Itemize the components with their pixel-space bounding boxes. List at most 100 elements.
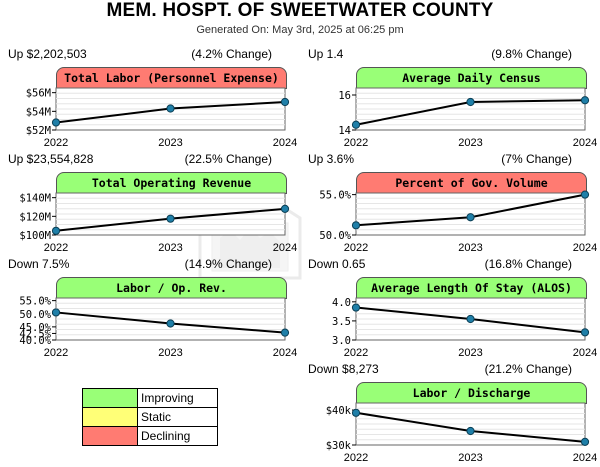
change-text: Down $8,273 <box>308 362 379 376</box>
y-tick-label: $140M <box>19 193 51 205</box>
x-tick-label: 2023 <box>458 452 482 464</box>
change-text: Up $23,554,828 <box>8 152 94 166</box>
x-tick-label: 2023 <box>458 242 482 254</box>
y-tick-label: 16 <box>338 90 351 102</box>
data-point <box>166 104 175 113</box>
data-point <box>280 97 290 107</box>
data-point <box>280 204 290 213</box>
chart-panel-labor-op-rev: Down 7.5% (14.9% Change) Labor / Op. Rev. 4… <box>0 257 297 359</box>
legend-row-improving: Improving <box>83 389 217 408</box>
x-tick-label: 2024 <box>273 242 297 254</box>
x-tick-label: 2023 <box>158 347 182 359</box>
report-title: MEM. HOSPT. OF SWEETWATER COUNTY <box>106 0 494 21</box>
chart-panel-total-labor-personnel-expense: Up $2,202,503 (4.2% Change) Total Labor (P… <box>0 47 297 149</box>
chart-panel-labor-discharge: Down $8,273 (21.2% Change) Labor / Dischar… <box>300 362 597 464</box>
x-tick-label: 2024 <box>573 137 597 149</box>
x-tick-label: 2024 <box>573 452 597 464</box>
legend-swatch-improving <box>83 389 138 407</box>
y-tick-label: 50.0% <box>319 230 351 242</box>
y-tick-label: 40.0% <box>19 335 51 347</box>
data-point <box>351 221 361 230</box>
legend-label-improving: Improving <box>141 391 194 405</box>
chart-panel-percent-of-gov-volume: Up 3.6% (7% Change) Percent of Gov. Volume… <box>300 152 597 254</box>
change-text: Down 7.5% <box>8 257 70 271</box>
y-tick-label: $100M <box>19 230 51 242</box>
data-point <box>351 303 361 312</box>
y-tick-label: 4.0 <box>332 297 351 309</box>
change-percent: (21.2% Change) <box>484 362 572 376</box>
change-percent: (9.8% Change) <box>491 47 572 61</box>
x-tick-label: 2024 <box>573 347 597 359</box>
chart-svg: 40.0%42.5%45.0%50.0%55.0% 2022 2023 2024 <box>19 296 297 359</box>
data-point <box>166 214 175 223</box>
data-point <box>351 120 361 129</box>
data-point <box>51 226 61 235</box>
legend-row-static: Static <box>83 408 217 427</box>
chart-title: Percent of Gov. Volume <box>356 172 587 194</box>
change-percent: (14.9% Change) <box>184 257 272 271</box>
legend-row-declining: Declining <box>83 427 217 445</box>
x-tick-label: 2024 <box>273 137 297 149</box>
x-tick-label: 2022 <box>344 137 368 149</box>
y-tick-label: 50.0% <box>19 309 51 321</box>
chart-svg: $100M $120M $140M 2022 2023 2024 <box>19 192 297 254</box>
y-tick-label: 14 <box>338 125 351 137</box>
data-point <box>51 308 61 317</box>
data-point <box>466 314 475 324</box>
legend-swatch-static <box>83 408 138 426</box>
chart-panel-average-length-of-stay-alos: Down 0.65 (16.8% Change) Average Length Of… <box>300 257 597 359</box>
y-tick-label: 45.0% <box>19 322 51 334</box>
x-tick-label: 2023 <box>458 137 482 149</box>
data-point <box>466 426 475 436</box>
change-percent: (4.2% Change) <box>191 47 272 61</box>
y-tick-label: 3.5 <box>332 316 351 328</box>
chart-svg: $30k $40k 2022 2023 2024 <box>326 402 597 464</box>
chart-title: Total Operating Revenue <box>56 172 287 194</box>
chart-svg: 50.0% 55.0% 2022 2023 2024 <box>319 190 597 254</box>
data-point <box>280 328 290 337</box>
data-point <box>580 328 590 337</box>
x-tick-label: 2022 <box>44 347 68 359</box>
chart-title: Average Daily Census <box>356 67 587 89</box>
data-point <box>580 437 590 446</box>
legend-label-declining: Declining <box>141 429 191 443</box>
x-tick-label: 2022 <box>344 452 368 464</box>
data-point <box>466 213 475 222</box>
data-point <box>166 319 175 328</box>
x-tick-label: 2022 <box>44 137 68 149</box>
x-tick-label: 2024 <box>573 242 597 254</box>
change-percent: (7% Change) <box>501 152 572 166</box>
x-tick-label: 2022 <box>344 347 368 359</box>
y-tick-label: 42.5% <box>19 328 51 340</box>
y-tick-label: $56M <box>26 88 51 100</box>
legend-label-static: Static <box>141 410 172 424</box>
y-tick-label: $52M <box>26 125 51 137</box>
change-percent: (22.5% Change) <box>184 152 272 166</box>
change-percent: (16.8% Change) <box>484 257 572 271</box>
x-tick-label: 2023 <box>158 137 182 149</box>
y-tick-label: 55.0% <box>319 190 351 202</box>
y-tick-label: $120M <box>19 211 51 223</box>
chart-svg: 14 16 2022 2023 2024 <box>338 87 597 149</box>
chart-svg: 3.0 3.5 4.0 2022 2023 2024 <box>332 297 597 359</box>
chart-svg: $52M $54M $56M 2022 2023 2024 <box>26 87 297 149</box>
data-point <box>351 408 361 417</box>
x-tick-label: 2022 <box>344 242 368 254</box>
chart-panel-total-operating-revenue: Up $23,554,828 (22.5% Change) Total Operat… <box>0 152 297 254</box>
x-tick-label: 2023 <box>158 242 182 254</box>
y-tick-label: $30k <box>326 440 352 452</box>
data-point <box>466 97 475 107</box>
data-point <box>51 118 61 127</box>
data-point <box>580 190 590 199</box>
legend: Improving Static Declining <box>82 388 218 446</box>
chart-panel-average-daily-census: Up 1.4 (9.8% Change) Average Daily Census 1… <box>300 47 597 149</box>
y-tick-label: 3.0 <box>332 335 351 347</box>
x-tick-label: 2022 <box>44 242 68 254</box>
data-point <box>580 96 590 105</box>
change-text: Down 0.65 <box>308 257 366 271</box>
y-tick-label: 55.0% <box>19 296 51 308</box>
change-text: Up 3.6% <box>308 152 355 166</box>
y-tick-label: $40k <box>326 405 352 417</box>
change-text: Up 1.4 <box>308 47 344 61</box>
change-text: Up $2,202,503 <box>8 47 87 61</box>
